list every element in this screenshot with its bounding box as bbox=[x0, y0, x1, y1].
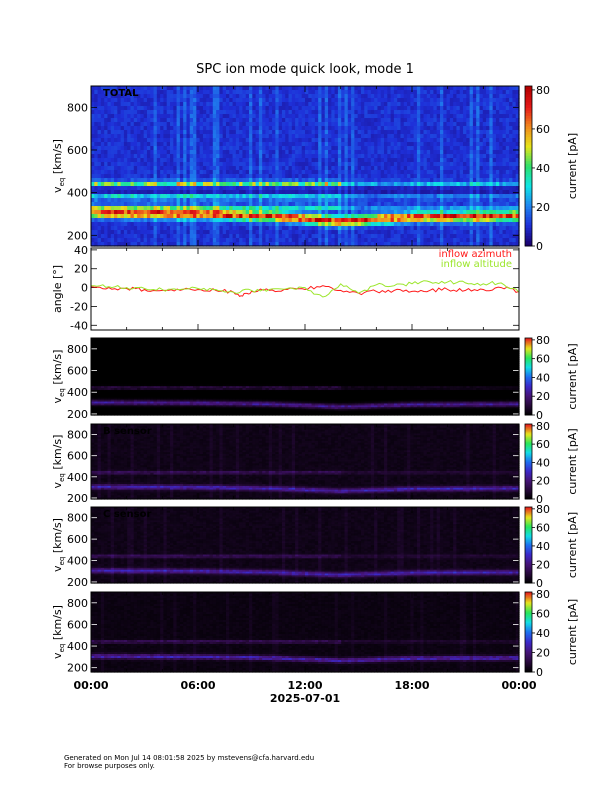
figure-title: SPC ion mode quick look, mode 1 bbox=[196, 62, 414, 77]
